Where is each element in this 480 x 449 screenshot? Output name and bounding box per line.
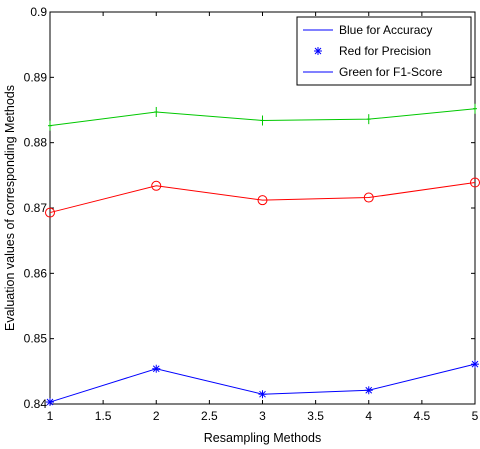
data-point bbox=[152, 364, 161, 373]
x-tick-label: 1.5 bbox=[95, 409, 112, 423]
y-tick-label: 0.88 bbox=[24, 136, 48, 150]
data-point bbox=[260, 115, 265, 126]
legend-item: Blue for Accuracy bbox=[303, 23, 432, 37]
legend-item: Red for Precision bbox=[314, 44, 431, 58]
series bbox=[48, 103, 477, 131]
y-tick-label: 0.87 bbox=[24, 201, 48, 215]
data-point bbox=[473, 103, 477, 114]
legend-item: Green for F1-Score bbox=[303, 65, 443, 79]
x-tick-label: 3.5 bbox=[307, 409, 324, 423]
data-point bbox=[154, 106, 159, 117]
x-tick-label: 4 bbox=[365, 409, 372, 423]
legend-label: Green for F1-Score bbox=[339, 65, 443, 79]
y-tick-label: 0.89 bbox=[24, 70, 48, 84]
data-point bbox=[258, 390, 267, 399]
axis-ticks: 1 1.5 2 2.5 3 3.5 4 4.5 5 0.84 0.85 0.86 0.87 0.88 0.8… bbox=[24, 5, 479, 423]
y-tick-label: 0.85 bbox=[24, 332, 48, 346]
legend-label: Red for Precision bbox=[339, 44, 431, 58]
data-point bbox=[364, 386, 373, 395]
data-point bbox=[257, 195, 268, 206]
series bbox=[46, 360, 479, 407]
legend: Blue for Accuracy Red for Precision Green … bbox=[296, 16, 472, 86]
x-axis-label: Resampling Methods bbox=[204, 431, 321, 445]
legend-box bbox=[296, 16, 472, 86]
x-tick-label: 5 bbox=[472, 409, 479, 423]
data-point bbox=[363, 192, 374, 203]
legend-marker bbox=[314, 47, 322, 55]
data-point bbox=[471, 360, 479, 369]
y-tick-label: 0.84 bbox=[24, 397, 48, 411]
x-tick-label: 2 bbox=[153, 409, 160, 423]
x-tick-label: 2.5 bbox=[201, 409, 218, 423]
data-point bbox=[366, 114, 371, 125]
data-point bbox=[151, 180, 162, 191]
y-tick-label: 0.86 bbox=[24, 266, 48, 280]
series-layer bbox=[45, 103, 480, 407]
y-tick-label: 0.9 bbox=[30, 5, 47, 19]
x-tick-label: 3 bbox=[259, 409, 266, 423]
legend-label: Blue for Accuracy bbox=[339, 23, 432, 37]
data-point bbox=[45, 207, 55, 218]
y-axis-label: Evaluation values of corresponding Metho… bbox=[3, 85, 17, 331]
x-tick-label: 4.5 bbox=[414, 409, 431, 423]
x-tick-label: 1 bbox=[47, 409, 54, 423]
data-point bbox=[46, 398, 54, 407]
series-line bbox=[49, 182, 476, 214]
data-point bbox=[48, 120, 52, 131]
